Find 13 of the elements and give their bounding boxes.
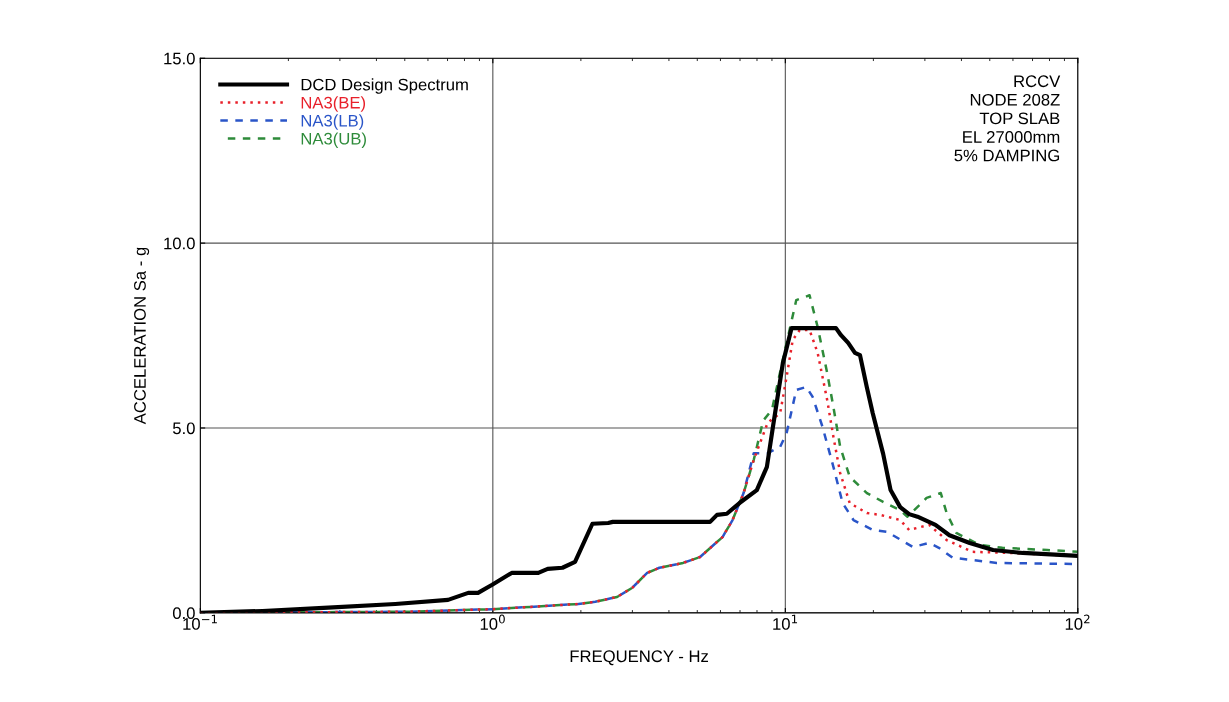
legend-label: NA3(LB) bbox=[301, 114, 364, 130]
x-tick-label: 10$^{2}$ bbox=[1065, 614, 1090, 630]
x-tick-label: 10$^{0}$ bbox=[480, 614, 505, 630]
legend-label: NA3(UB) bbox=[301, 132, 366, 148]
y-axis-title: ACCELERATION Sa - g bbox=[134, 247, 150, 425]
annotation: RCCV NODE 208Z TOP SLAB EL 27000mm 5% DAMPING bbox=[954, 75, 1061, 162]
x-axis-title: FREQUENCY - Hz bbox=[570, 650, 709, 666]
y-tick-label: 10.0 bbox=[164, 237, 195, 250]
y-tick-label: 5.0 bbox=[172, 422, 195, 435]
x-tick-label: 10$^{1}$ bbox=[773, 614, 798, 630]
legend-label: DCD Design Spectrum bbox=[301, 78, 468, 94]
y-tick-label: 15.0 bbox=[164, 52, 195, 65]
legend-label: NA3(BE) bbox=[301, 96, 366, 112]
